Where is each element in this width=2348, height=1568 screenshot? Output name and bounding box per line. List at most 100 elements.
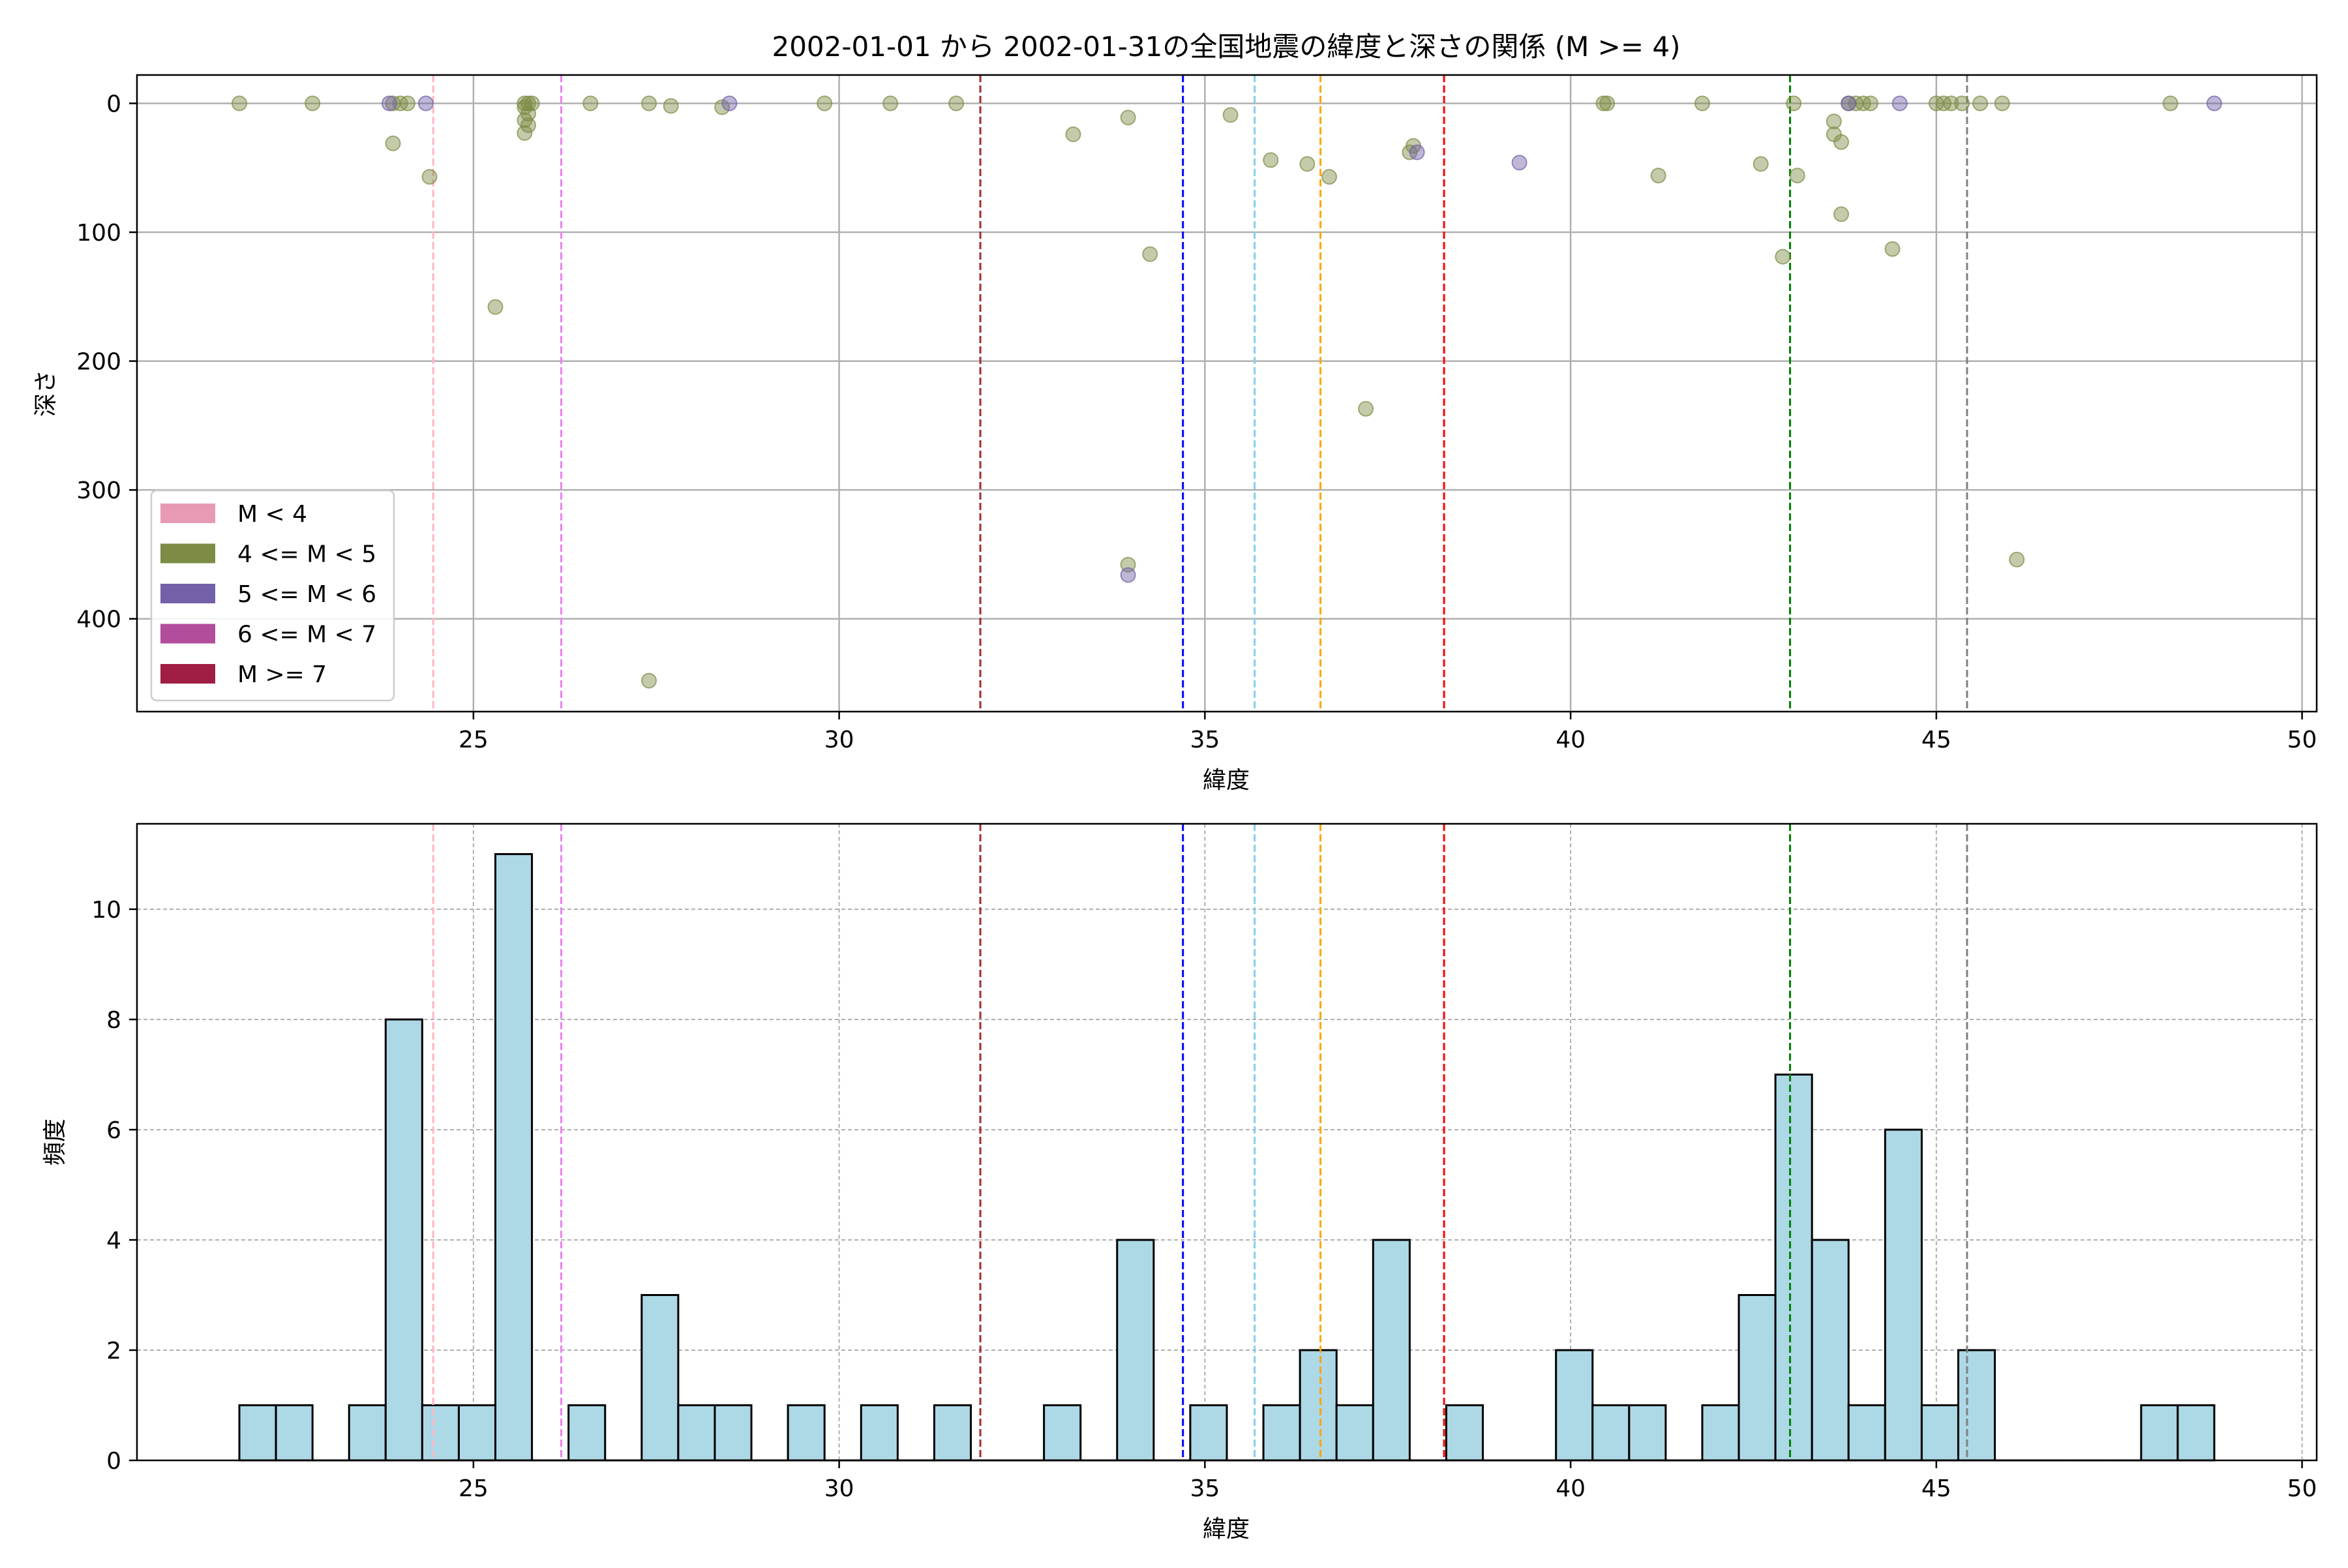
scatter-point	[641, 672, 657, 689]
legend-swatch	[160, 664, 215, 684]
histogram-bar	[1299, 1349, 1338, 1462]
scatter-point	[1142, 246, 1158, 262]
scatter-point	[1972, 95, 1989, 112]
histogram-xtick-label: 40	[1556, 1475, 1586, 1502]
histogram-bar	[1116, 1239, 1155, 1462]
scatter-ylabel: 深さ	[33, 370, 59, 417]
histogram-xtick-label: 50	[2287, 1475, 2317, 1502]
scatter-point	[948, 95, 965, 112]
scatter-ytick-label: 200	[76, 349, 121, 376]
scatter-point	[1595, 95, 1612, 112]
scatter-xtick-label: 30	[824, 727, 854, 753]
histogram-bar	[1847, 1404, 1886, 1462]
scatter-point	[1263, 152, 1279, 168]
scatter-point	[1511, 155, 1528, 171]
histogram-frame	[136, 822, 2318, 1462]
scatter-panel: 25 30 35 40 45 50 0 100 200 300 400 緯度 深さ M < 4 4 <…	[33, 74, 2318, 794]
histogram-bar	[1043, 1404, 1082, 1462]
scatter-point	[385, 135, 401, 151]
histogram-bar	[714, 1404, 753, 1462]
histogram-bar	[1701, 1404, 1740, 1462]
histogram-bar	[1811, 1239, 1850, 1462]
scatter-point	[817, 95, 833, 112]
histogram-bar	[275, 1404, 314, 1462]
scatter-point	[1786, 95, 1802, 112]
histogram-bar	[860, 1404, 899, 1462]
scatter-xtick-label: 25	[459, 727, 489, 753]
legend-label: 5 <= M < 6	[237, 581, 376, 608]
legend-label: 6 <= M < 7	[237, 622, 376, 648]
scatter-point	[1954, 95, 1970, 112]
histogram-xtick-label: 25	[459, 1475, 489, 1502]
histogram-ticks: 25 30 35 40 45 50 0 2 4 6 8 10	[91, 897, 2317, 1502]
histogram-bar	[1884, 1128, 1923, 1462]
histogram-bar	[677, 1404, 716, 1462]
scatter-point	[1358, 400, 1374, 417]
scatter-point	[1222, 107, 1239, 123]
scatter-point	[1694, 95, 1710, 112]
histogram-bar	[1591, 1404, 1631, 1462]
legend-label: 4 <= M < 5	[237, 541, 376, 568]
scatter-point	[641, 95, 657, 112]
scatter-xlabel: 緯度	[1203, 767, 1250, 794]
histogram-bar	[787, 1404, 826, 1462]
histogram-bar	[640, 1293, 680, 1462]
scatter-point	[882, 95, 899, 112]
scatter-point	[305, 95, 321, 112]
scatter-grid	[137, 75, 2317, 712]
scatter-plot-area	[137, 75, 2317, 712]
scatter-reference-lines	[432, 75, 1968, 712]
scatter-point	[2206, 95, 2222, 112]
figure-title: 2002-01-01 から 2002-01-31の全国地震の緯度と深さの関係 (…	[772, 31, 1680, 63]
histogram-bar	[1957, 1349, 1996, 1462]
histogram-xlabel: 緯度	[1203, 1516, 1250, 1543]
scatter-point	[1833, 134, 1850, 150]
histogram-bar	[2140, 1404, 2179, 1462]
scatter-point	[399, 95, 415, 112]
scatter-point	[1120, 110, 1136, 126]
histogram-ytick-label: 0	[106, 1448, 121, 1475]
histogram-ylabel: 頻度	[42, 1119, 68, 1166]
histogram-bar	[421, 1404, 460, 1462]
scatter-point	[1841, 95, 1857, 112]
histogram-ytick-label: 8	[106, 1007, 121, 1034]
histogram-bar	[1445, 1404, 1484, 1462]
histogram-bar	[494, 852, 534, 1462]
histogram-reference-lines	[432, 824, 1968, 1460]
histogram-xtick-label: 35	[1190, 1475, 1220, 1502]
histogram-bar	[1920, 1404, 1959, 1462]
legend-label: M >= 7	[237, 661, 327, 688]
scatter-point	[1862, 95, 1878, 112]
scatter-ytick-label: 0	[106, 91, 121, 117]
histogram-bar	[1628, 1404, 1667, 1462]
legend-swatch	[160, 624, 215, 644]
scatter-point	[417, 95, 434, 112]
scatter-ticks: 25 30 35 40 45 50 0 100 200 300 400	[76, 91, 2317, 753]
scatter-xtick-label: 35	[1190, 727, 1220, 753]
histogram-bar	[384, 1018, 423, 1462]
histogram-xtick-label: 45	[1921, 1475, 1951, 1502]
histogram-ytick-label: 2	[106, 1338, 121, 1364]
histogram-ytick-label: 6	[106, 1117, 121, 1144]
histogram-ytick-label: 4	[106, 1228, 121, 1254]
scatter-point	[663, 98, 679, 114]
scatter-point	[582, 95, 599, 112]
scatter-point	[1826, 113, 1842, 130]
scatter-ytick-label: 100	[76, 220, 121, 247]
scatter-xtick-label: 40	[1556, 727, 1586, 753]
scatter-frame	[136, 74, 2318, 713]
histogram-bar	[567, 1404, 607, 1462]
histogram-bar	[1262, 1404, 1301, 1462]
scatter-legend: M < 4 4 <= M < 5 5 <= M < 6 6 <= M < 7 M >= …	[150, 489, 395, 702]
scatter-point	[1650, 168, 1666, 184]
scatter-point	[2009, 551, 2025, 567]
histogram-xtick-label: 30	[824, 1475, 854, 1502]
scatter-xtick-label: 50	[2287, 727, 2317, 753]
histogram-ytick-label: 10	[91, 897, 121, 924]
scatter-point	[1994, 95, 2010, 112]
histogram-bar	[1774, 1073, 1813, 1462]
scatter-ytick-label: 400	[76, 607, 121, 633]
scatter-point	[1599, 95, 1616, 112]
